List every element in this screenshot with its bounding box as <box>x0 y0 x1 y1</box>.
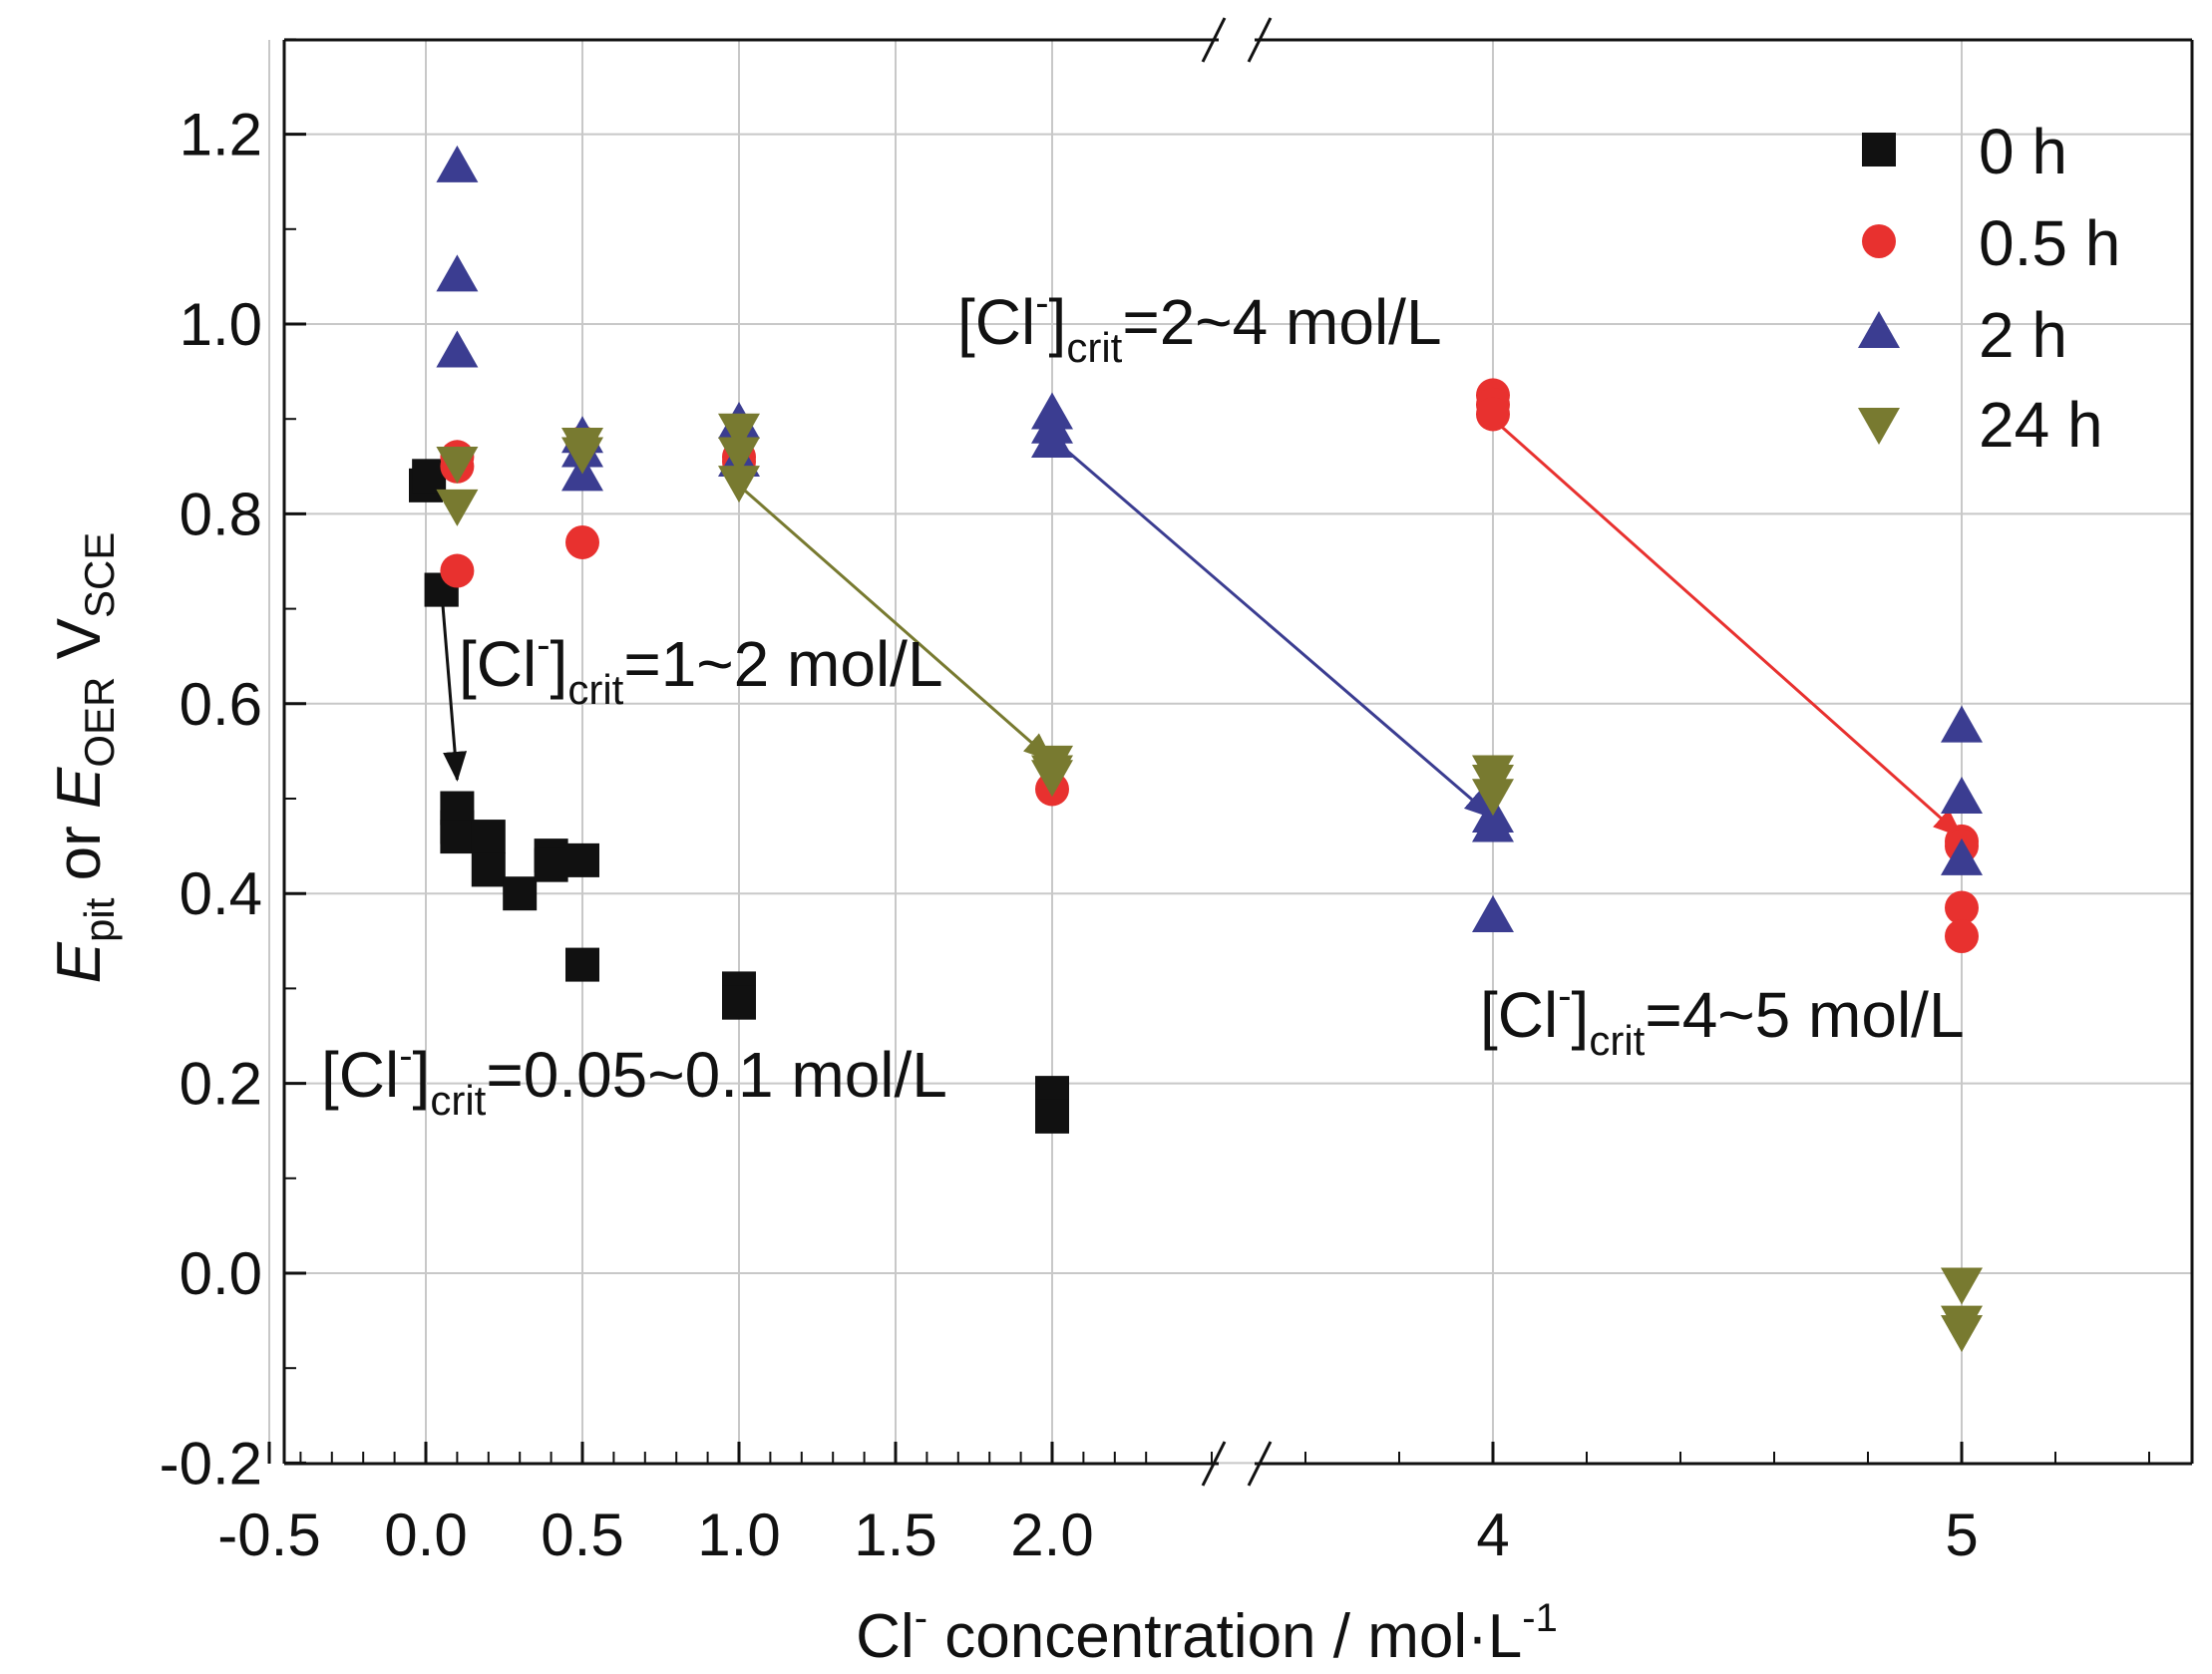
axis-break-mark-top-2 <box>1247 17 1273 63</box>
x-tick-label: 1.0 <box>697 1502 780 1568</box>
legend-item-1: 0.5 h <box>1862 207 2120 279</box>
x-tick-label: -0.5 <box>217 1502 320 1568</box>
axis-break-mark-top-1 <box>1201 17 1227 63</box>
legend-label-3: 24 h <box>1979 389 2103 461</box>
data-point-3-9 <box>1031 760 1073 798</box>
y-tick-label: 0.6 <box>180 671 262 738</box>
legend-label-0: 0 h <box>1979 116 2067 187</box>
marker-layer <box>409 145 1983 1353</box>
data-point-0-7 <box>471 820 506 854</box>
critical-concentration-annotation-2: [Cl-]crit=2~4 mol/L <box>957 281 1442 371</box>
data-point-0-12 <box>565 842 599 877</box>
x-tick-label: 4 <box>1476 1502 1509 1568</box>
y-tick-label: 1.0 <box>180 291 262 358</box>
data-point-3-15 <box>1941 1315 1983 1353</box>
arrow-layer <box>440 418 1964 838</box>
grid-layer <box>268 40 2192 1465</box>
data-point-3-1 <box>436 489 479 526</box>
x-tick-label: 1.5 <box>854 1502 936 1568</box>
y-tick-label: 0.8 <box>180 481 262 547</box>
critical-concentration-annotation-1: [Cl-]crit=1~2 mol/L <box>459 623 943 713</box>
legend-marker-3 <box>1858 408 1900 445</box>
data-point-2-1 <box>436 254 479 292</box>
data-point-0-17 <box>1035 1099 1069 1134</box>
series-3 <box>436 413 1983 1353</box>
axis-layer: -0.5 0.0 0.5 1.0 1.5 2.0 4 5 -0.2 0.0 0.2 0.4 0.6 0.8… <box>160 17 2194 1568</box>
x-tick-label: 2.0 <box>1010 1502 1093 1568</box>
trend-arrow-1 <box>738 484 1054 763</box>
data-point-3-3 <box>561 437 603 475</box>
legend: 0 h 0.5 h 2 h 24 h <box>1858 116 2120 461</box>
data-point-2-15 <box>1941 777 1983 814</box>
data-point-0-1 <box>412 459 447 494</box>
series-0 <box>409 459 1069 1134</box>
legend-item-2: 2 h <box>1858 299 2067 371</box>
y-tick-label: 0.0 <box>180 1240 262 1307</box>
series-2 <box>436 145 1983 932</box>
data-point-1-2 <box>440 553 475 588</box>
legend-item-0: 0 h <box>1862 116 2067 187</box>
data-point-1-14 <box>1945 919 1979 954</box>
data-point-2-0 <box>436 145 479 182</box>
data-point-0-11 <box>534 847 568 882</box>
data-point-0-9 <box>503 876 538 911</box>
data-point-3-13 <box>1941 1267 1983 1305</box>
axis-break-mark-bottom-1 <box>1201 1441 1227 1487</box>
trend-arrow-0 <box>440 589 468 782</box>
data-point-3-12 <box>1472 779 1514 817</box>
x-tick-label: 5 <box>1945 1502 1978 1568</box>
y-tick-label: -0.2 <box>160 1430 262 1497</box>
data-point-1-4 <box>565 524 599 559</box>
trend-arrow-3 <box>1492 418 1964 838</box>
legend-label-1: 0.5 h <box>1979 207 2120 279</box>
y-tick-label: 0.4 <box>180 860 262 927</box>
data-point-3-4 <box>718 413 760 451</box>
axis-break-mark-bottom-2 <box>1247 1441 1273 1487</box>
data-point-1-13 <box>1945 890 1979 925</box>
legend-marker-1 <box>1862 224 1896 258</box>
x-tick-label: 0.0 <box>384 1502 467 1568</box>
x-tick-label: 0.5 <box>541 1502 623 1568</box>
legend-label-2: 2 h <box>1979 299 2067 371</box>
data-point-0-6 <box>440 820 475 854</box>
y-tick-label: 1.2 <box>180 102 262 168</box>
annotation-layer: [Cl-]crit=0.05~0.1 mol/L [Cl-]crit=1~2 mo… <box>321 281 1965 1124</box>
data-point-0-8 <box>471 852 506 887</box>
x-axis-title: Cl- concentration / mol·L-1 <box>856 1596 1558 1669</box>
data-point-3-5 <box>718 437 760 475</box>
data-point-2-2 <box>436 330 479 368</box>
legend-marker-2 <box>1858 311 1900 348</box>
data-point-3-6 <box>718 466 760 503</box>
data-point-0-13 <box>565 947 599 982</box>
critical-concentration-annotation-3: [Cl-]crit=4~5 mol/L <box>1480 974 1965 1064</box>
data-point-0-15 <box>722 985 756 1020</box>
data-point-3-0 <box>436 447 479 485</box>
data-point-2-12 <box>1472 805 1514 842</box>
data-point-2-10 <box>1031 421 1073 458</box>
data-point-2-14 <box>1941 705 1983 743</box>
data-point-2-16 <box>1941 837 1983 875</box>
y-tick-label: 0.2 <box>180 1051 262 1118</box>
trend-arrow-2 <box>1051 437 1495 820</box>
legend-item-3: 24 h <box>1858 389 2103 461</box>
y-axis-title: Epit or EOER VSCE <box>45 532 123 984</box>
data-point-1-10 <box>1476 397 1510 432</box>
critical-concentration-annotation-0: [Cl-]crit=0.05~0.1 mol/L <box>321 1034 947 1124</box>
data-point-2-13 <box>1472 895 1514 932</box>
legend-marker-0 <box>1862 133 1896 167</box>
